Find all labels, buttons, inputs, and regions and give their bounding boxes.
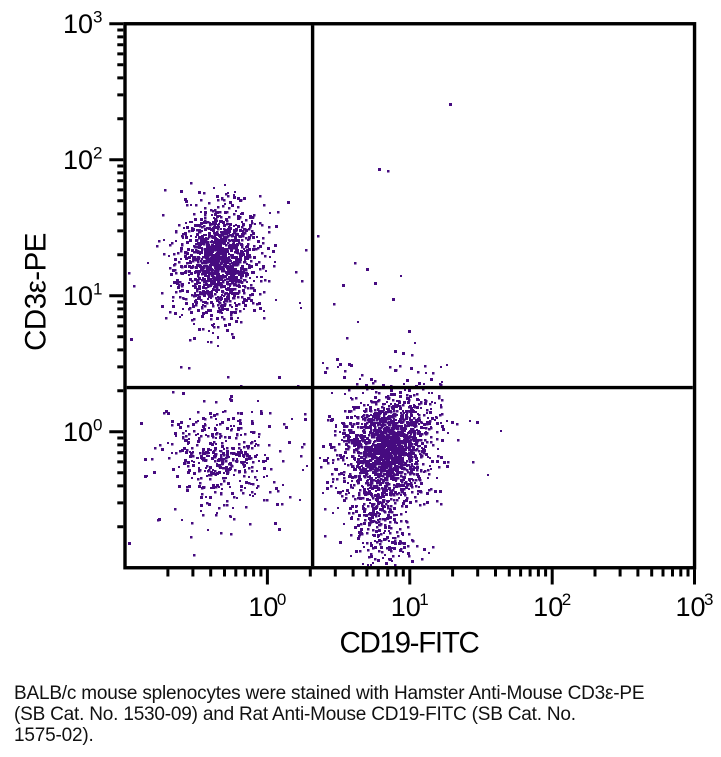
svg-text:10: 10 — [391, 592, 421, 622]
svg-text:10: 10 — [533, 592, 563, 622]
svg-text:103: 103 — [63, 8, 103, 40]
svg-text:CD19-FITC: CD19-FITC — [339, 627, 479, 660]
svg-text:1: 1 — [419, 590, 428, 609]
svg-text:2: 2 — [562, 590, 571, 609]
svg-text:10: 10 — [248, 592, 278, 622]
svg-text:CD3ε-PE: CD3ε-PE — [19, 233, 52, 351]
svg-text:100: 100 — [63, 416, 103, 448]
svg-text:3: 3 — [704, 590, 713, 609]
svg-text:0: 0 — [277, 590, 286, 609]
svg-text:10: 10 — [675, 592, 705, 622]
